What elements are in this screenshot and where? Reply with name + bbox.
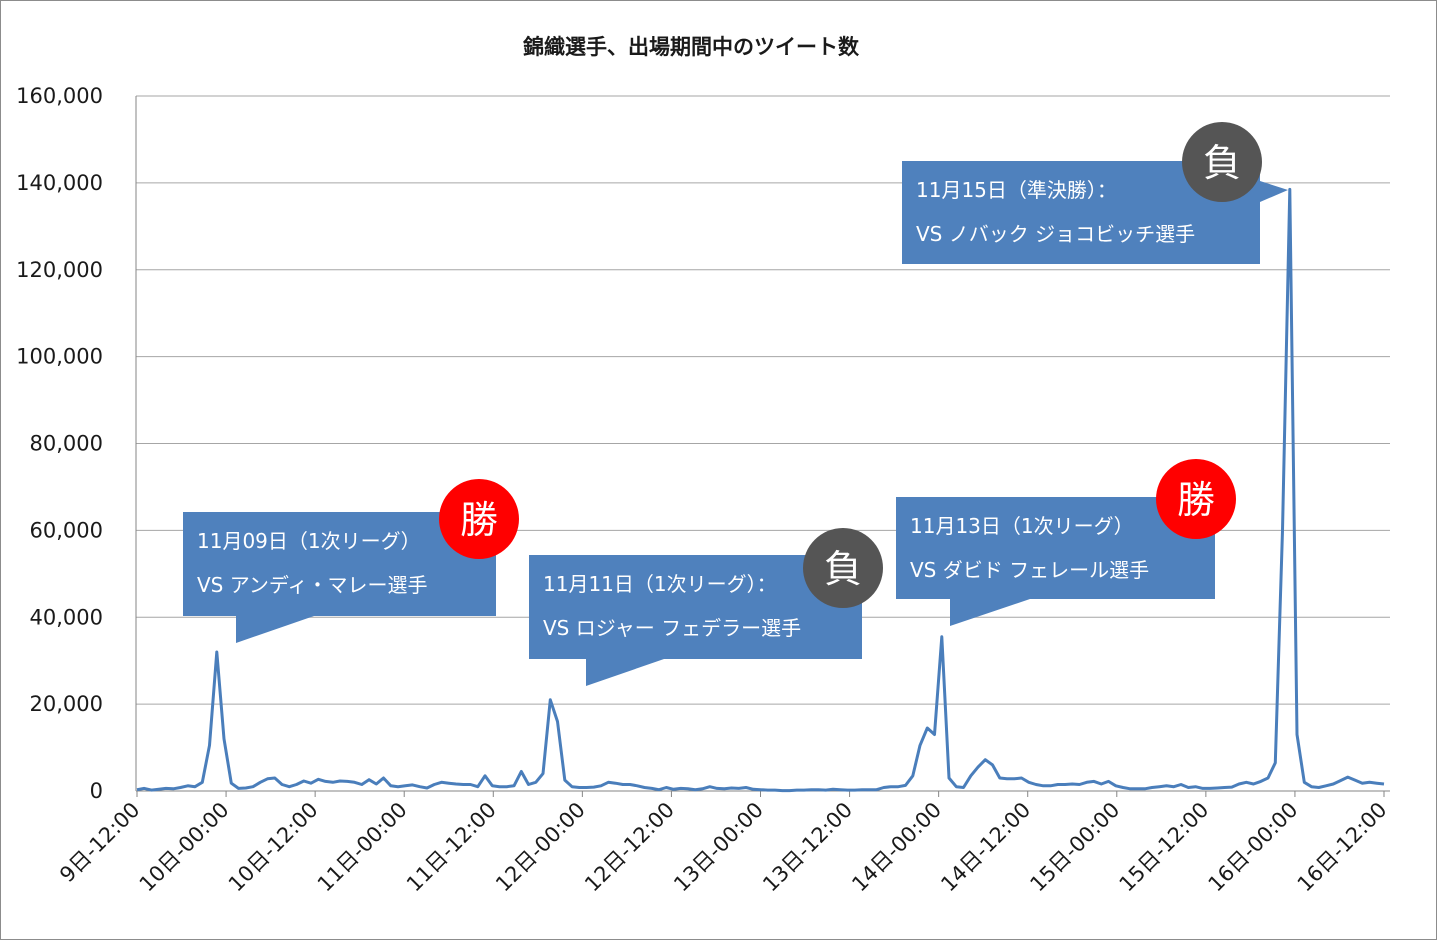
result-badge [439,479,519,559]
x-tick-label: 11日-12:00 [402,798,501,897]
y-tick-label: 100,000 [16,345,103,369]
x-tick-label: 14日-00:00 [847,798,946,897]
y-tick-label: 140,000 [16,171,103,195]
x-tick-label: 12日-00:00 [491,798,590,897]
callout-date-label: 11月09日（1次リーグ） [197,529,421,553]
x-tick-label: 11日-00:00 [313,798,412,897]
callout-date-label: 11月15日（準決勝）： [916,178,1117,202]
y-tick-label: 60,000 [30,518,103,542]
x-tick-label: 16日-00:00 [1204,798,1303,897]
result-badge-label: 負 [1203,141,1241,185]
result-badge-label: 勝 [1177,478,1215,522]
result-badge [803,528,883,608]
annotation-callout: 11月13日（1次リーグ） VS ダビド フェレール選手 勝 [896,459,1236,626]
callout-date-label: 11月11日（1次リーグ）： [543,572,777,596]
x-tick-label: 13日-12:00 [758,798,857,897]
callout-opponent-label: VS ダビド フェレール選手 [910,558,1149,582]
callout-date-label: 11月13日（1次リーグ） [910,514,1134,538]
y-tick-label: 80,000 [30,432,103,456]
x-tick-label: 12日-12:00 [580,798,679,897]
x-axis-ticks: 9日-12:0010日-00:0010日-12:0011日-00:0011日-1… [55,798,1391,897]
x-tick-label: 13日-00:00 [669,798,768,897]
series [136,187,1385,793]
annotation-callout: 11月09日（1次リーグ） VS アンディ・マレー選手 勝 [183,479,519,643]
annotation-callout: 11月11日（1次リーグ）： VS ロジャー フェデラー選手 負 [529,528,883,686]
x-tick-label: 9日-12:00 [55,798,144,887]
y-tick-label: 40,000 [30,605,103,629]
result-badge [1182,122,1262,202]
x-tick-label: 16日-12:00 [1293,798,1392,897]
callout-pointer [236,616,314,643]
annotation-callout: 11月15日（準決勝）： VS ノバック ジョコビッチ選手 負 [902,122,1288,264]
y-tick-label: 20,000 [30,692,103,716]
callout-opponent-label: VS ノバック ジョコビッチ選手 [916,222,1195,246]
callout-pointer [950,599,1030,626]
result-badge-label: 負 [824,547,862,591]
result-badge [1156,459,1236,539]
annotations: 11月09日（1次リーグ） VS アンディ・マレー選手 勝 11月11日（1次リーグ）… [183,122,1288,686]
x-tick-label: 10日-12:00 [224,798,323,897]
callout-pointer [1260,181,1288,202]
x-tick-label: 15日-12:00 [1115,798,1214,897]
callout-opponent-label: VS ロジャー フェデラー選手 [543,616,801,640]
y-tick-label: 160,000 [16,84,103,108]
chart-title: 錦織選手、出場期間中のツイート数 [523,35,859,59]
y-tick-label: 120,000 [16,258,103,282]
x-tick-label: 15日-00:00 [1025,798,1124,897]
x-tick-label: 10日-00:00 [135,798,234,897]
y-axis-ticks: 0 20,000 40,000 60,000 80,000 100,000 120,000 1… [16,84,103,803]
y-tick-label: 0 [90,779,103,803]
series-line [136,187,1385,793]
callout-pointer [586,659,664,686]
x-tick-label: 14日-12:00 [936,798,1035,897]
result-badge-label: 勝 [460,498,498,542]
callout-opponent-label: VS アンディ・マレー選手 [197,573,428,597]
